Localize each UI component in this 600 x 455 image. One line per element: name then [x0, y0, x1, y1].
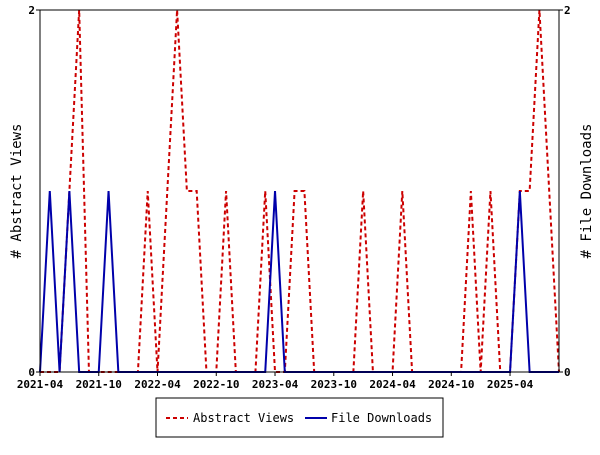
x-tick-label: 2024-04: [369, 378, 416, 391]
x-tick-label: 2022-04: [134, 378, 181, 391]
y-left-tick-label: 2: [28, 4, 35, 17]
series-line-abstract-views: [40, 9, 560, 373]
legend-label-file-downloads: File Downloads: [331, 411, 432, 425]
y-axis-right-title: # File Downloads: [579, 124, 595, 259]
x-tick-label: 2022-10: [193, 378, 239, 391]
series-layer: [39, 9, 560, 373]
axis-layer: 2021-04 2021-10 2022-04 2022-10 2023-04 2023-…: [17, 4, 571, 391]
y-right-tick-label: 2: [564, 4, 571, 17]
x-tick-label: 2023-10: [311, 378, 357, 391]
x-tick-label: 2024-10: [428, 378, 474, 391]
y-axis-left-title: # Abstract Views: [9, 124, 25, 259]
y-left-tick-label: 0: [28, 366, 35, 379]
legend: Abstract Views File Downloads: [155, 397, 444, 438]
x-tick-label: 2021-04: [17, 378, 64, 391]
legend-label-abstract-views: Abstract Views: [193, 411, 294, 425]
x-tick-label: 2025-04: [487, 378, 534, 391]
y-right-tick-label: 0: [564, 366, 571, 379]
legend-box: [155, 397, 444, 438]
x-tick-label: 2023-04: [252, 378, 299, 391]
x-tick-label: 2021-10: [76, 378, 122, 391]
plot-frame: [39, 9, 560, 373]
